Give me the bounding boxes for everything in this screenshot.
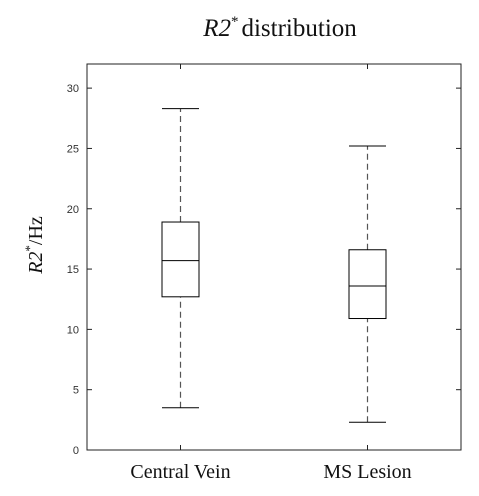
chart-title-superscript: * bbox=[231, 14, 239, 30]
y-tick-label: 30 bbox=[67, 83, 79, 95]
y-axis-ticks: 0 5 10 15 20 25 30 bbox=[67, 83, 461, 457]
y-tick-label: 25 bbox=[67, 143, 79, 155]
y-tick-label: 20 bbox=[67, 204, 79, 216]
boxes-layer bbox=[161, 108, 387, 423]
y-axis-label-superscript: * bbox=[22, 245, 37, 252]
chart-title: R2* distribution bbox=[202, 14, 357, 42]
y-axis-label-unit: /Hz bbox=[25, 216, 47, 245]
y-tick-label: 5 bbox=[73, 385, 79, 397]
box-group bbox=[161, 108, 200, 409]
y-tick-label: 0 bbox=[73, 445, 79, 457]
x-tick-label: MS Lesion bbox=[323, 461, 411, 483]
x-axis-ticks: Central Vein MS Lesion bbox=[130, 64, 412, 483]
y-axis-label: R2*/Hz bbox=[22, 216, 47, 275]
y-axis-label-variable: R2 bbox=[25, 252, 47, 275]
plot-frame bbox=[86, 63, 462, 451]
y-tick-label: 15 bbox=[67, 264, 79, 276]
iqr-box bbox=[161, 221, 200, 298]
x-tick-label: Central Vein bbox=[130, 461, 230, 483]
y-tick-label: 10 bbox=[67, 324, 79, 336]
box-group bbox=[348, 145, 387, 423]
chart-title-rest: distribution bbox=[241, 15, 357, 42]
iqr-box bbox=[348, 249, 387, 320]
chart-title-variable: R2 bbox=[202, 15, 231, 42]
